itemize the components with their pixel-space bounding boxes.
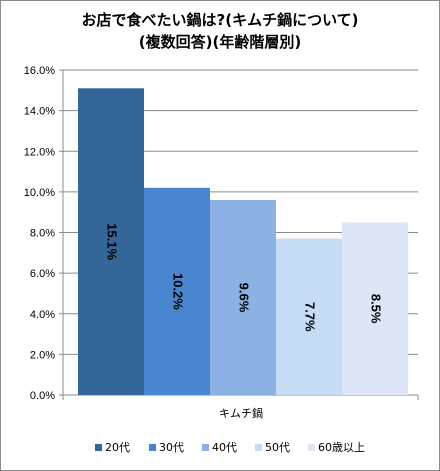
legend-label: 20代 (105, 441, 130, 454)
data-label: 9.6% (237, 283, 252, 313)
legend-swatch (95, 444, 102, 451)
legend-label: 40代 (212, 441, 237, 454)
y-tick-label: 6.0% (30, 268, 55, 280)
bar-60歳以上 (342, 222, 408, 395)
data-labels: 15.1% 10.2% 9.6% 7.7% 8.5% (105, 223, 384, 332)
category-label: キムチ鍋 (219, 406, 263, 420)
bars (78, 88, 408, 395)
data-label: 7.7% (303, 302, 318, 332)
legend-label: 60歳以上 (318, 441, 365, 454)
y-tick-label: 10.0% (24, 187, 55, 199)
legend-swatch (308, 444, 315, 451)
legend-swatch (202, 444, 209, 451)
chart-title-line-1: お店で食べたい鍋は?(キムチ鍋について) (82, 11, 359, 29)
y-tick-label: 16.0% (24, 65, 55, 77)
y-tick-label: 0.0% (30, 390, 55, 402)
data-label: 10.2% (171, 273, 186, 310)
y-tick-label: 8.0% (30, 228, 55, 240)
y-tick-label: 12.0% (24, 146, 55, 158)
chart-title-line-2: (複数回答)(年齢階層別) (139, 33, 301, 51)
legend-label: 50代 (265, 441, 290, 454)
bar-20代 (78, 88, 144, 395)
bar-30代 (144, 187, 210, 395)
data-label: 15.1% (105, 223, 120, 260)
y-tick-label: 14.0% (24, 106, 55, 118)
y-tick-label: 4.0% (30, 309, 55, 321)
legend-swatch (255, 444, 262, 451)
bar-50代 (276, 238, 342, 395)
legend-swatch (149, 444, 156, 451)
bar-40代 (210, 200, 276, 395)
legend: 20代 30代 40代 50代 60歳以上 (95, 441, 365, 454)
y-tick-label: 2.0% (30, 349, 55, 361)
data-label: 8.5% (369, 294, 384, 324)
legend-label: 30代 (159, 441, 184, 454)
